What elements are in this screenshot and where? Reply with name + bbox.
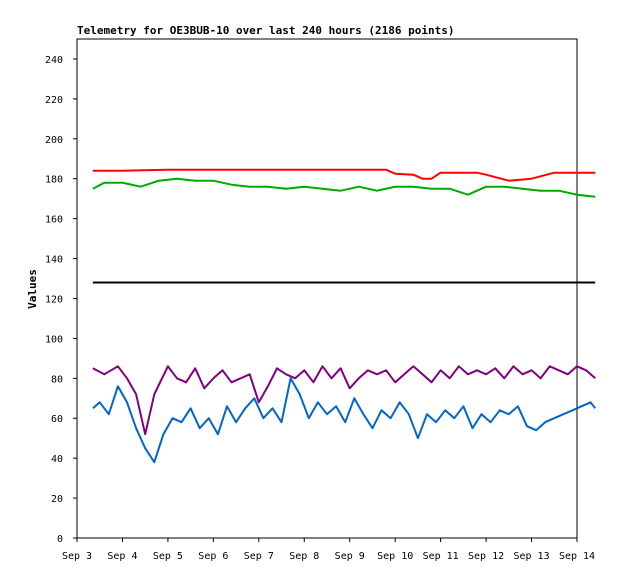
x-tick-label: Sep 7 xyxy=(244,551,274,562)
y-tick-label: 80 xyxy=(51,374,63,385)
x-axis: Sep 3 Sep 4 Sep 5 Sep 6 Sep 7 Sep 8 Sep 9 Sep 1… xyxy=(62,538,595,562)
x-tick-label: Sep 10 xyxy=(377,551,413,562)
y-axis-label: Values xyxy=(26,269,39,309)
y-axis: 0 20 40 60 80 100 120 140 160 180 200 220 240 xyxy=(45,55,77,545)
y-tick-label: 160 xyxy=(45,215,63,226)
y-tick-label: 40 xyxy=(51,454,63,465)
x-tick-label: Sep 9 xyxy=(335,551,365,562)
series-line-2 xyxy=(92,177,596,198)
x-tick-label: Sep 14 xyxy=(559,551,595,562)
y-tick-label: 240 xyxy=(45,55,63,66)
y-tick-label: 20 xyxy=(51,494,63,505)
y-tick-label: 100 xyxy=(45,334,63,345)
plot-frame xyxy=(76,38,578,539)
y-tick-label: 140 xyxy=(45,255,63,266)
series-line-4 xyxy=(92,365,596,436)
x-tick-label: Sep 11 xyxy=(423,551,459,562)
x-tick-label: Sep 8 xyxy=(289,551,319,562)
y-tick-label: 220 xyxy=(45,95,63,106)
y-tick-label: 200 xyxy=(45,135,63,146)
y-tick-label: 120 xyxy=(45,294,63,305)
x-tick-label: Sep 4 xyxy=(107,551,137,562)
x-tick-label: Sep 6 xyxy=(198,551,228,562)
y-tick-label: 60 xyxy=(51,414,63,425)
series-line-5 xyxy=(92,377,596,464)
y-tick-label: 0 xyxy=(57,534,63,545)
x-tick-label: Sep 5 xyxy=(153,551,183,562)
x-tick-label: Sep 3 xyxy=(62,551,92,562)
series-line-1 xyxy=(92,168,596,182)
x-tick-label: Sep 12 xyxy=(468,551,504,562)
chart-title: Telemetry for OE3BUB-10 over last 240 ho… xyxy=(77,24,455,37)
series-group xyxy=(92,168,596,464)
x-tick-label: Sep 13 xyxy=(513,551,549,562)
y-tick-label: 180 xyxy=(45,175,63,186)
